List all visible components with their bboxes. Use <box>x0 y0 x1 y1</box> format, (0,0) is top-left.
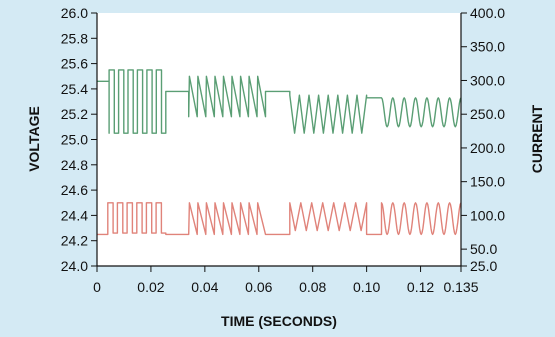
y-tick-label: 24.0 <box>61 258 88 274</box>
right-tick-group: 25.050.0 100.0 150.0 200.0 250.0 300.0 350.0 40… <box>461 5 505 274</box>
bottom-tick-group: 0 0.02 0.04 0.06 0.08 0.10 0.12 0.135 <box>93 266 479 295</box>
y-tick-label: 25.0 <box>61 132 88 148</box>
y2-tick-label: 350.0 <box>470 39 505 55</box>
y2-tick-label: 100.0 <box>470 207 505 223</box>
y2-tick-label: 50.0 <box>470 241 497 257</box>
y-tick-label: 24.2 <box>61 233 88 249</box>
y2-axis-title: CURRENT <box>529 104 545 173</box>
y-tick-label: 24.4 <box>61 207 88 223</box>
x-tick-label: 0.04 <box>191 279 218 295</box>
x-tick-label: 0.02 <box>137 279 164 295</box>
y2-tick-label: 400.0 <box>470 5 505 21</box>
y-tick-label: 24.8 <box>61 157 88 173</box>
x-tick-label: 0.12 <box>407 279 434 295</box>
x-tick-label: 0.10 <box>353 279 380 295</box>
y-tick-label: 25.8 <box>61 30 88 46</box>
y-tick-label: 25.6 <box>61 56 88 72</box>
x-tick-label: 0.08 <box>299 279 326 295</box>
y2-tick-label: 300.0 <box>470 72 505 88</box>
y-tick-label: 26.0 <box>61 5 88 21</box>
y2-tick-label: 250.0 <box>470 106 505 122</box>
x-axis-title: TIME (SECONDS) <box>221 313 337 329</box>
y-tick-label: 25.2 <box>61 106 88 122</box>
y2-tick-label: 25.0 <box>470 258 497 274</box>
x-tick-label: 0.135 <box>443 279 478 295</box>
left-tick-group: 24.0 24.2 24.4 24.6 24.8 25.0 25.2 25.4 25.6 25.8… <box>61 5 97 274</box>
y2-tick-label: 150.0 <box>470 174 505 190</box>
y-axis-title: VOLTAGE <box>26 106 42 172</box>
x-tick-label: 0.06 <box>245 279 272 295</box>
x-tick-label: 0 <box>93 279 101 295</box>
y2-tick-label: 200.0 <box>470 140 505 156</box>
y-tick-label: 25.4 <box>61 81 88 97</box>
y-tick-label: 24.6 <box>61 182 88 198</box>
